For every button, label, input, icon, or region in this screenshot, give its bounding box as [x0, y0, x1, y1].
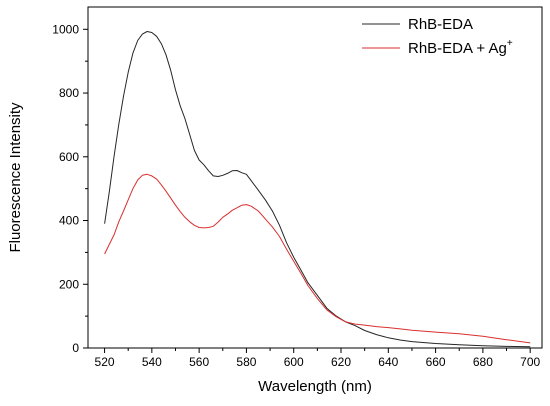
y-tick-label: 400 — [59, 214, 79, 228]
legend-label-1: RhB-EDA — [408, 16, 473, 33]
x-tick-label: 580 — [236, 355, 256, 369]
plot-area — [87, 6, 543, 349]
x-tick-label: 620 — [331, 355, 351, 369]
y-tick-label: 600 — [59, 150, 79, 164]
x-tick-label: 600 — [284, 355, 304, 369]
x-tick-label: 640 — [378, 355, 398, 369]
legend-superscript: + — [507, 38, 513, 49]
y-tick-label: 200 — [59, 277, 79, 291]
y-axis-label: Fluorescence Intensity — [7, 102, 24, 253]
y-tick-label: 800 — [59, 86, 79, 100]
x-tick-label: 680 — [473, 355, 493, 369]
x-axis-label: Wavelength (nm) — [258, 378, 372, 395]
y-tick-label: 1000 — [52, 22, 79, 36]
series-line-1 — [104, 31, 531, 348]
x-tick-label: 540 — [142, 355, 162, 369]
x-tick-label: 560 — [189, 355, 209, 369]
axis-ticks: 520 540 560 580 600 620 640 660 680 700 0 200 400 600… — [52, 22, 540, 369]
x-tick-label: 700 — [520, 355, 540, 369]
legend: RhB-EDA RhB-EDA + Ag+ — [362, 16, 513, 57]
x-tick-label: 660 — [426, 355, 446, 369]
y-tick-label: 0 — [72, 341, 79, 355]
x-tick-label: 520 — [95, 355, 115, 369]
series-line-2 — [104, 173, 531, 344]
legend-label-2: RhB-EDA + Ag+ — [408, 38, 513, 57]
data-series — [104, 31, 531, 348]
